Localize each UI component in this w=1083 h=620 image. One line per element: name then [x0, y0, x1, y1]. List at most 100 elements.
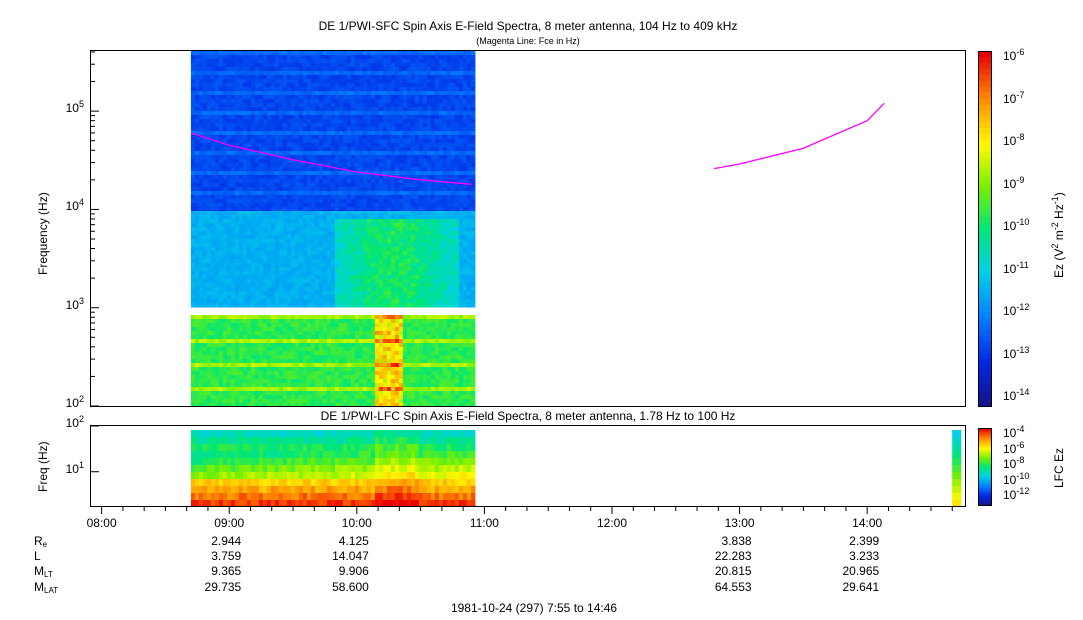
sfc-cell	[278, 215, 284, 220]
sfc-cell	[202, 111, 208, 116]
sfc-cell	[294, 79, 300, 84]
sfc-cell	[458, 239, 464, 244]
sfc-cell	[390, 167, 396, 172]
sfc-cell	[342, 87, 348, 92]
sfc-cell	[322, 123, 328, 128]
sfc-cell	[386, 331, 392, 336]
sfc-cell	[230, 319, 236, 324]
sfc-cell	[246, 95, 252, 100]
sfc-cell	[446, 59, 452, 64]
sfc-cell	[314, 111, 320, 116]
sfc-cell	[398, 223, 404, 228]
sfc-cell	[362, 103, 368, 108]
sfc-cell	[270, 227, 276, 232]
sfc-cell	[214, 147, 220, 152]
sfc-cell	[286, 323, 292, 328]
sfc-cell	[322, 83, 328, 88]
sfc-cell	[390, 111, 396, 116]
sfc-cell	[350, 299, 356, 304]
sfc-cell	[362, 147, 368, 152]
sfc-cell	[338, 131, 344, 136]
sfc-cell	[194, 95, 200, 100]
sfc-cell	[242, 103, 248, 108]
sfc-cell	[238, 267, 244, 272]
sfc-cell	[262, 219, 268, 224]
sfc-cell	[362, 259, 368, 264]
sfc-cell	[234, 123, 240, 128]
sfc-cell	[434, 147, 440, 152]
sfc-cell	[358, 323, 364, 328]
sfc-cell	[362, 163, 368, 168]
sfc-cell	[290, 251, 296, 256]
sfc-cell	[458, 115, 464, 120]
sfc-cell	[254, 91, 260, 96]
sfc-cell	[198, 143, 204, 148]
sfc-cell	[266, 71, 272, 76]
sfc-cell	[198, 99, 204, 104]
sfc-cell	[358, 75, 364, 80]
sfc-cell	[310, 295, 316, 300]
sfc-cell	[454, 263, 460, 268]
sfc-cell	[382, 175, 388, 180]
sfc-cell	[202, 247, 208, 252]
sfc-cell	[278, 275, 284, 280]
sfc-cell	[470, 239, 476, 244]
sfc-cell	[254, 287, 260, 292]
sfc-cell	[334, 251, 340, 256]
sfc-cell	[354, 131, 360, 136]
sfc-cell	[318, 211, 324, 216]
sfc-cell	[390, 191, 396, 196]
sfc-cell	[298, 115, 304, 120]
sfc-cell	[350, 295, 356, 300]
sfc-cell	[414, 143, 420, 148]
sfc-cell	[262, 267, 268, 272]
sfc-cell	[262, 227, 268, 232]
sfc-cell	[422, 335, 428, 340]
sfc-cell	[334, 207, 340, 212]
sfc-cell	[342, 91, 348, 96]
sfc-cell	[294, 67, 300, 72]
sfc-cell	[226, 111, 232, 116]
sfc-cell	[266, 251, 272, 256]
sfc-cell	[462, 267, 468, 272]
sfc-cell	[306, 171, 312, 176]
sfc-cell	[370, 51, 376, 56]
sfc-cell	[218, 71, 224, 76]
sfc-cell	[466, 279, 472, 284]
sfc-cell	[214, 63, 220, 68]
sfc-cell	[266, 99, 272, 104]
sfc-cell	[446, 299, 452, 304]
sfc-cell	[442, 51, 448, 56]
sfc-cell	[322, 263, 328, 268]
sfc-cell	[470, 75, 476, 80]
sfc-cell	[314, 159, 320, 164]
sfc-cell	[346, 203, 352, 208]
sfc-cell	[330, 175, 336, 180]
sfc-cell	[386, 171, 392, 176]
sfc-cell	[302, 259, 308, 264]
sfc-cell	[346, 171, 352, 176]
sfc-cell	[302, 251, 308, 256]
sfc-cell	[318, 75, 324, 80]
sfc-cell	[194, 251, 200, 256]
sfc-cell	[194, 283, 200, 288]
sfc-cell	[274, 323, 280, 328]
sfc-cell	[314, 199, 320, 204]
sfc-cell	[430, 131, 436, 136]
sfc-cell	[434, 195, 440, 200]
sfc-cell	[290, 191, 296, 196]
sfc-cell	[374, 99, 380, 104]
sfc-cell	[206, 335, 212, 340]
sfc-cell	[438, 199, 444, 204]
sfc-cell	[250, 119, 256, 124]
sfc-cell	[330, 283, 336, 288]
sfc-cell	[210, 327, 216, 332]
sfc-cell	[290, 295, 296, 300]
sfc-cell	[246, 187, 252, 192]
sfc-cell	[314, 103, 320, 108]
sfc-cell	[346, 111, 352, 116]
sfc-cell	[202, 159, 208, 164]
sfc-cell	[282, 151, 288, 156]
sfc-cell	[358, 79, 364, 84]
sfc-cell	[318, 287, 324, 292]
